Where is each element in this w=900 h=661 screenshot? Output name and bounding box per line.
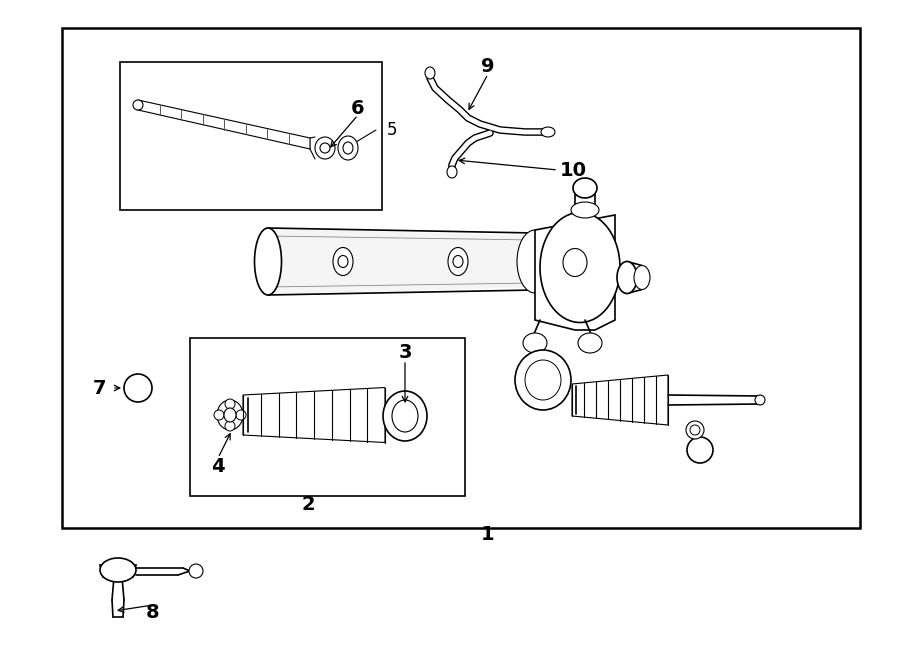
Polygon shape	[535, 215, 615, 330]
Ellipse shape	[425, 67, 435, 79]
Ellipse shape	[690, 425, 700, 435]
Ellipse shape	[124, 374, 152, 402]
Ellipse shape	[255, 228, 282, 295]
Ellipse shape	[453, 256, 463, 268]
Ellipse shape	[392, 400, 418, 432]
Ellipse shape	[343, 142, 353, 154]
Ellipse shape	[523, 333, 547, 353]
Ellipse shape	[517, 230, 553, 293]
Ellipse shape	[225, 421, 235, 431]
Text: 10: 10	[560, 161, 587, 180]
Polygon shape	[572, 375, 668, 425]
Ellipse shape	[540, 212, 620, 323]
Ellipse shape	[573, 178, 597, 198]
Polygon shape	[138, 100, 310, 149]
Ellipse shape	[225, 399, 235, 409]
Ellipse shape	[525, 360, 561, 400]
Ellipse shape	[634, 266, 650, 290]
Ellipse shape	[100, 558, 136, 582]
Text: 3: 3	[398, 342, 412, 362]
Polygon shape	[268, 228, 535, 295]
Ellipse shape	[686, 421, 704, 439]
Ellipse shape	[224, 408, 236, 422]
Ellipse shape	[515, 350, 571, 410]
Text: 2: 2	[302, 496, 315, 514]
Ellipse shape	[448, 247, 468, 276]
Text: 5: 5	[387, 121, 397, 139]
Ellipse shape	[571, 202, 599, 218]
Text: 9: 9	[482, 56, 495, 75]
Polygon shape	[100, 565, 136, 577]
Text: 1: 1	[482, 525, 495, 545]
Bar	[190, 338, 465, 496]
Ellipse shape	[133, 100, 143, 110]
Ellipse shape	[687, 437, 713, 463]
Ellipse shape	[236, 410, 246, 420]
Ellipse shape	[320, 143, 330, 153]
Polygon shape	[243, 387, 385, 442]
Ellipse shape	[333, 247, 353, 276]
Ellipse shape	[755, 395, 765, 405]
Ellipse shape	[338, 136, 358, 160]
Ellipse shape	[563, 249, 587, 276]
Text: 7: 7	[94, 379, 107, 397]
Ellipse shape	[383, 391, 427, 441]
Text: 8: 8	[146, 602, 160, 621]
Ellipse shape	[541, 127, 555, 137]
Ellipse shape	[578, 333, 602, 353]
Bar	[62, 28, 860, 528]
Bar	[120, 62, 382, 210]
Ellipse shape	[214, 410, 224, 420]
Text: 6: 6	[351, 98, 364, 118]
Ellipse shape	[315, 137, 335, 159]
Ellipse shape	[617, 262, 637, 293]
Text: 4: 4	[212, 457, 225, 475]
Ellipse shape	[217, 400, 243, 430]
Ellipse shape	[338, 256, 348, 268]
Ellipse shape	[189, 564, 203, 578]
Ellipse shape	[447, 166, 457, 178]
